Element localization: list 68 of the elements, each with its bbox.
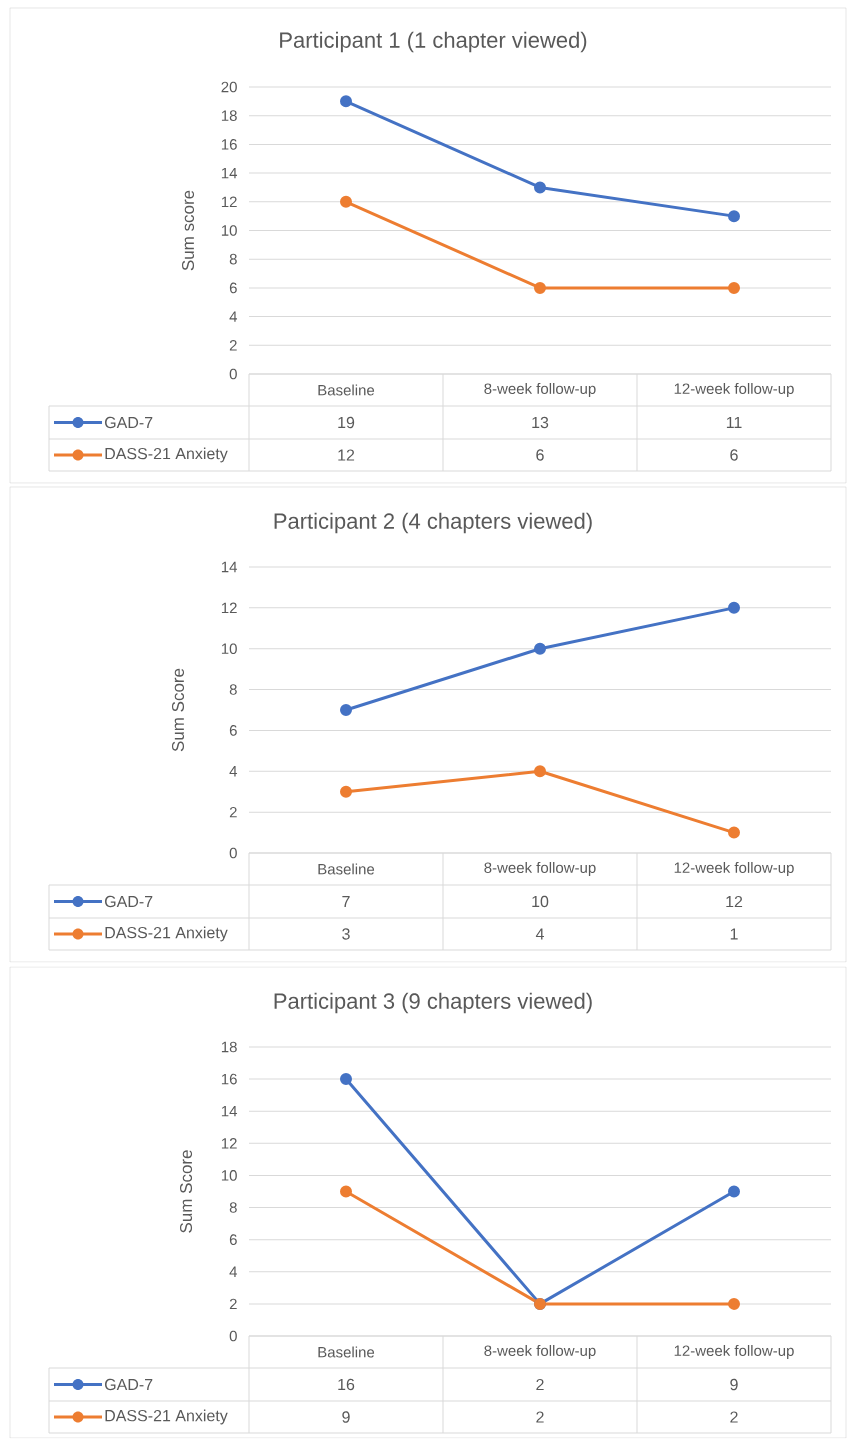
data-label: 12	[338, 449, 355, 461]
data-label: 6	[536, 449, 544, 461]
data-label: 19	[338, 416, 355, 429]
data-label: 10	[532, 895, 549, 908]
x-tick-label: Baseline	[318, 1346, 375, 1358]
y-tick-label: 4	[229, 766, 238, 777]
y-tick-label: 10	[221, 225, 237, 236]
data-label: 9	[730, 1378, 738, 1391]
y-axis-title: Sum Score	[171, 668, 185, 752]
y-tick-label: 18	[221, 1041, 237, 1053]
x-tick-label: Baseline	[318, 863, 375, 875]
y-tick-label: 4	[229, 1266, 238, 1277]
y-tick-label: 14	[221, 561, 238, 573]
y-tick-label: 14	[221, 1106, 238, 1117]
y-tick-label: 0	[229, 368, 237, 380]
data-label: 6	[730, 449, 738, 461]
y-tick-label: 10	[221, 643, 237, 655]
data-label: 9	[342, 1411, 350, 1423]
data-label: 7	[342, 895, 350, 907]
y-tick-label: 2	[229, 340, 237, 351]
x-tick-label: Baseline	[318, 384, 375, 396]
y-tick-label: 8	[229, 1202, 237, 1213]
y-tick-label: 6	[229, 725, 237, 736]
data-label: 2	[536, 1378, 544, 1391]
y-tick-label: 16	[221, 1073, 237, 1085]
x-tick-label: 8-week follow-up	[484, 862, 596, 876]
x-tick-label: 8-week follow-up	[484, 383, 596, 397]
legend-label: GAD-7	[105, 1378, 153, 1391]
data-label: 4	[535, 928, 544, 940]
legend-label: GAD-7	[105, 416, 153, 429]
y-tick-label: 8	[229, 684, 237, 695]
y-tick-label: 8	[229, 253, 237, 265]
data-label: 12	[726, 895, 743, 908]
y-tick-label: 18	[221, 110, 237, 121]
chart-title: Participant 2 (4 chapters viewed)	[274, 512, 592, 534]
y-axis-title: Sum Score	[180, 1150, 193, 1233]
legend-label: GAD-7	[105, 895, 153, 908]
y-tick-label: 20	[221, 81, 237, 93]
data-label: 2	[536, 1411, 544, 1423]
chart-title: Participant 3 (9 chapters viewed)	[274, 992, 592, 1014]
data-label: 13	[532, 416, 549, 429]
chart-title: Participant 1 (1 chapter viewed)	[280, 31, 587, 53]
legend-label: DASS-21 Anxiety	[105, 1409, 228, 1425]
y-axis-title: Sum score	[181, 190, 195, 271]
y-tick-label: 10	[221, 1170, 237, 1181]
y-tick-label: 0	[229, 1330, 237, 1342]
data-label: 11	[726, 416, 742, 428]
x-tick-label: 12-week follow-up	[674, 383, 794, 397]
y-tick-label: 6	[229, 1234, 237, 1245]
legend-label: DASS-21 Anxiety	[105, 926, 228, 942]
y-tick-label: 16	[221, 139, 237, 150]
y-tick-label: 4	[229, 311, 238, 322]
data-label: 16	[338, 1378, 355, 1391]
y-tick-label: 2	[229, 1298, 237, 1310]
y-tick-label: 12	[221, 196, 237, 208]
x-tick-label: 12-week follow-up	[674, 862, 794, 876]
y-tick-label: 12	[221, 1138, 237, 1149]
y-tick-label: 0	[229, 847, 237, 859]
data-label: 2	[730, 1411, 738, 1423]
y-tick-label: 2	[229, 806, 237, 818]
x-tick-label: 12-week follow-up	[674, 1345, 794, 1359]
y-tick-label: 12	[221, 602, 237, 614]
y-tick-label: 6	[229, 282, 237, 294]
data-label: 1	[730, 928, 738, 940]
legend-label: DASS-21 Anxiety	[105, 447, 228, 463]
x-tick-label: 8-week follow-up	[484, 1345, 596, 1359]
y-tick-label: 14	[221, 167, 238, 179]
data-label: 3	[342, 928, 350, 940]
